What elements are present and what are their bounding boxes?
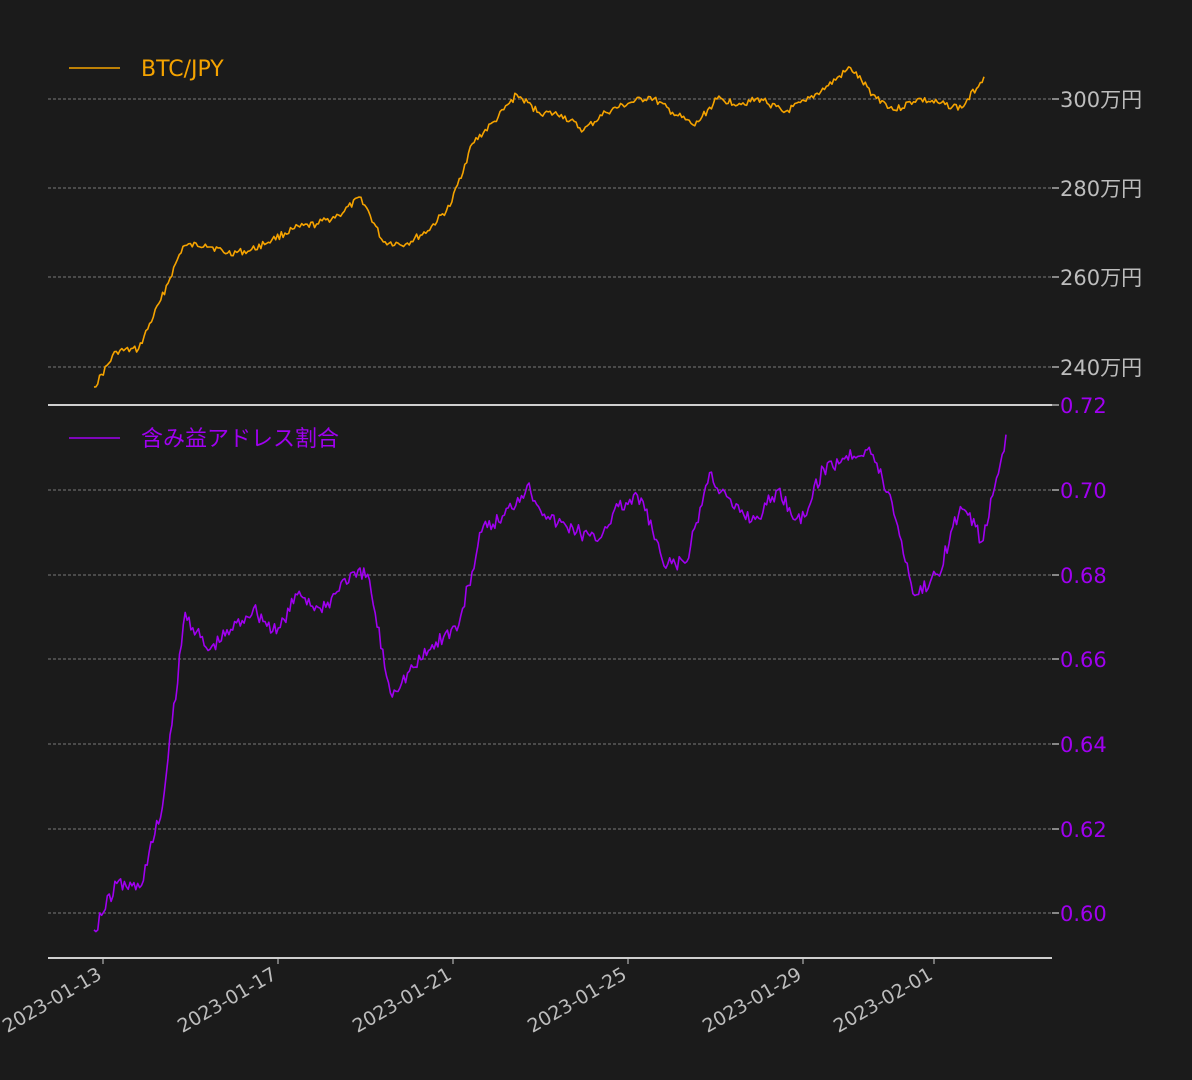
y-tick-label: 300万円 [1060, 88, 1142, 112]
y-tick-label: 0.64 [1060, 733, 1107, 757]
y-tick-label: 0.60 [1060, 902, 1107, 926]
y-tick-label: 280万円 [1060, 177, 1142, 201]
ratio-y-axis-labels: 0.72 0.70 0.68 0.66 0.64 0.62 0.60 [1052, 394, 1107, 926]
btc-gridlines [48, 98, 1052, 368]
y-tick-label: 0.70 [1060, 479, 1107, 503]
y-tick-label: 0.72 [1060, 394, 1107, 418]
profit-ratio-panel: 0.72 0.70 0.68 0.66 0.64 0.62 0.60 含み益アドレス割合 [48, 394, 1107, 933]
ratio-legend: 含み益アドレス割合 [69, 427, 339, 452]
btc-y-axis-labels: 300万円 280万円 260万円 240万円 [1052, 88, 1142, 380]
btc-price-line [93, 66, 985, 388]
y-tick-label: 0.62 [1060, 818, 1107, 842]
ratio-legend-label: 含み益アドレス割合 [141, 427, 339, 452]
y-tick-label: 260万円 [1060, 266, 1142, 290]
ratio-gridlines [48, 489, 1052, 914]
y-tick-label: 0.66 [1060, 648, 1107, 672]
btc-legend: BTC/JPY [69, 57, 224, 82]
y-tick-label: 240万円 [1060, 356, 1142, 380]
btc-price-panel: 300万円 280万円 260万円 240万円 BTC/JPY [48, 57, 1142, 388]
profit-address-ratio-line [93, 434, 1007, 933]
y-tick-label: 0.68 [1060, 564, 1107, 588]
btc-legend-label: BTC/JPY [141, 57, 224, 82]
